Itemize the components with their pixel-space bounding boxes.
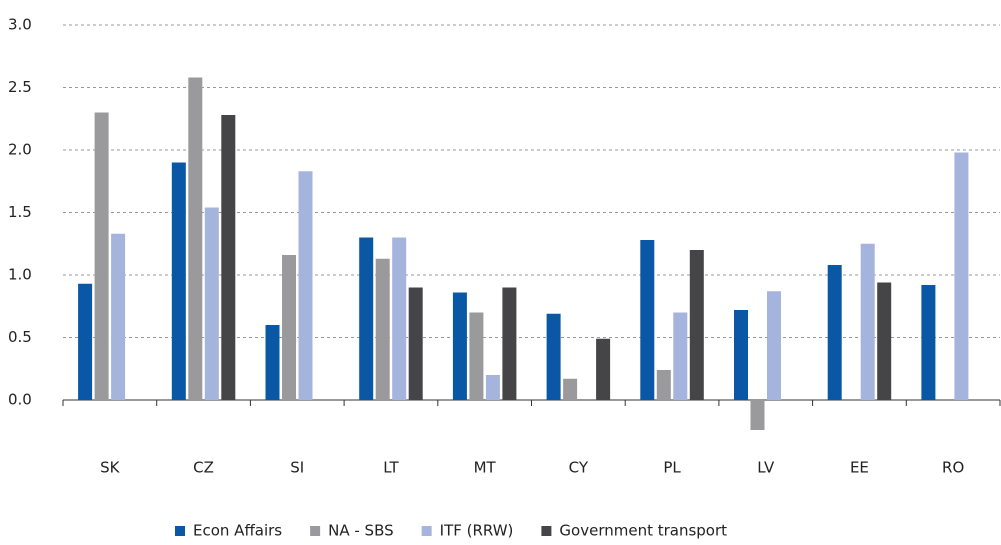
bar (734, 310, 748, 400)
x-tick-label: MT (474, 459, 497, 477)
legend-label: Econ Affairs (193, 522, 282, 540)
legend-swatch (541, 526, 552, 536)
bar (689, 250, 704, 400)
bar (877, 282, 892, 400)
x-tick-label: SI (290, 459, 304, 477)
bar (452, 292, 467, 400)
x-tick-label: RO (942, 459, 964, 477)
x-tick-label: SK (100, 459, 121, 477)
bar (94, 112, 109, 400)
y-tick-label: 0.0 (8, 391, 32, 409)
bar (188, 77, 203, 400)
bar (954, 152, 969, 400)
bar (111, 233, 126, 400)
legend-swatch (421, 526, 432, 536)
bar (78, 283, 93, 400)
x-tick-label: EE (850, 459, 869, 477)
bar (359, 237, 374, 400)
y-tick-label: 1.5 (8, 203, 32, 221)
bar (469, 312, 484, 400)
bar (767, 291, 781, 400)
y-tick-label: 1.0 (8, 266, 32, 284)
bar (408, 287, 423, 400)
y-tick-label: 0.5 (8, 328, 32, 346)
bar (673, 312, 688, 400)
legend-label: Government transport (559, 522, 727, 540)
y-tick-label: 2.5 (8, 78, 32, 96)
bar (298, 171, 313, 400)
x-tick-label: LV (757, 459, 775, 477)
x-tick-label: CY (569, 459, 589, 477)
bar (860, 243, 875, 400)
bar (502, 287, 517, 400)
bar (375, 258, 390, 400)
bar (392, 237, 407, 400)
bar (221, 115, 236, 400)
legend-label: ITF (RRW) (440, 522, 514, 540)
bar (656, 370, 671, 400)
y-tick-label: 3.0 (8, 16, 32, 34)
legend-label: NA - SBS (328, 522, 394, 540)
legend-swatch (310, 526, 321, 536)
bar (204, 207, 219, 400)
x-tick-label: CZ (193, 459, 214, 477)
bar (282, 255, 296, 400)
x-tick-label: PL (663, 459, 681, 477)
bar (485, 375, 500, 400)
x-tick-label: LT (383, 459, 399, 477)
bar (171, 162, 186, 400)
y-tick-label: 2.0 (8, 141, 32, 159)
bar (596, 338, 611, 400)
bar (563, 378, 578, 400)
bar (921, 285, 936, 400)
bar (827, 265, 842, 400)
bar (750, 400, 765, 430)
legend-swatch (175, 526, 185, 536)
bar (640, 240, 655, 400)
bar (546, 313, 561, 400)
bar (265, 325, 280, 400)
